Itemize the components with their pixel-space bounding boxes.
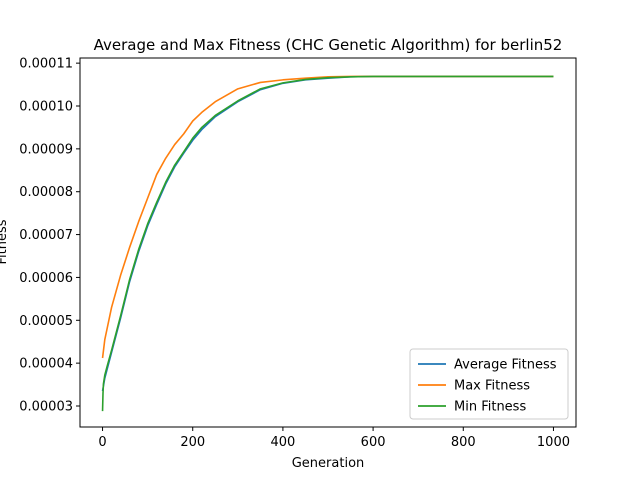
x-tick-label: 800 bbox=[451, 435, 476, 450]
y-axis-label: Fitness bbox=[0, 219, 10, 264]
x-tick-label: 200 bbox=[180, 435, 205, 450]
x-tick-label: 600 bbox=[361, 435, 386, 450]
y-tick-label: 0.00008 bbox=[19, 185, 73, 200]
legend-box bbox=[409, 348, 569, 420]
y-tick-label: 0.00007 bbox=[19, 228, 73, 243]
legend: Average Fitness Max Fitness Min Fitness bbox=[409, 348, 569, 420]
chart-title: Average and Max Fitness (CHC Genetic Alg… bbox=[94, 36, 563, 54]
y-tick-label: 0.00004 bbox=[19, 357, 73, 372]
legend-label: Min Fitness bbox=[454, 400, 526, 415]
y-tick-label: 0.00010 bbox=[19, 100, 73, 115]
x-tick-label: 400 bbox=[270, 435, 295, 450]
y-tick-label: 0.00006 bbox=[19, 271, 73, 286]
plot-lines bbox=[101, 75, 554, 412]
x-axis-label: Generation bbox=[292, 456, 365, 471]
series-line-min-fitness bbox=[101, 75, 554, 412]
plot-frame bbox=[79, 57, 577, 428]
y-tick-label: 0.00011 bbox=[19, 57, 73, 72]
y-tick-label: 0.00003 bbox=[19, 400, 73, 415]
y-tick-label: 0.00009 bbox=[19, 142, 73, 157]
x-axis-ticks: 0 200 400 600 800 1000 bbox=[98, 427, 570, 450]
legend-label: Max Fitness bbox=[454, 379, 530, 394]
x-tick-label: 1000 bbox=[537, 435, 570, 450]
y-tick-label: 0.00005 bbox=[19, 314, 73, 329]
legend-label: Average Fitness bbox=[454, 358, 557, 373]
y-axis-ticks: 0.00003 0.00004 0.00005 0.00006 0.00007 0.000… bbox=[19, 57, 80, 415]
x-tick-label: 0 bbox=[98, 435, 106, 450]
